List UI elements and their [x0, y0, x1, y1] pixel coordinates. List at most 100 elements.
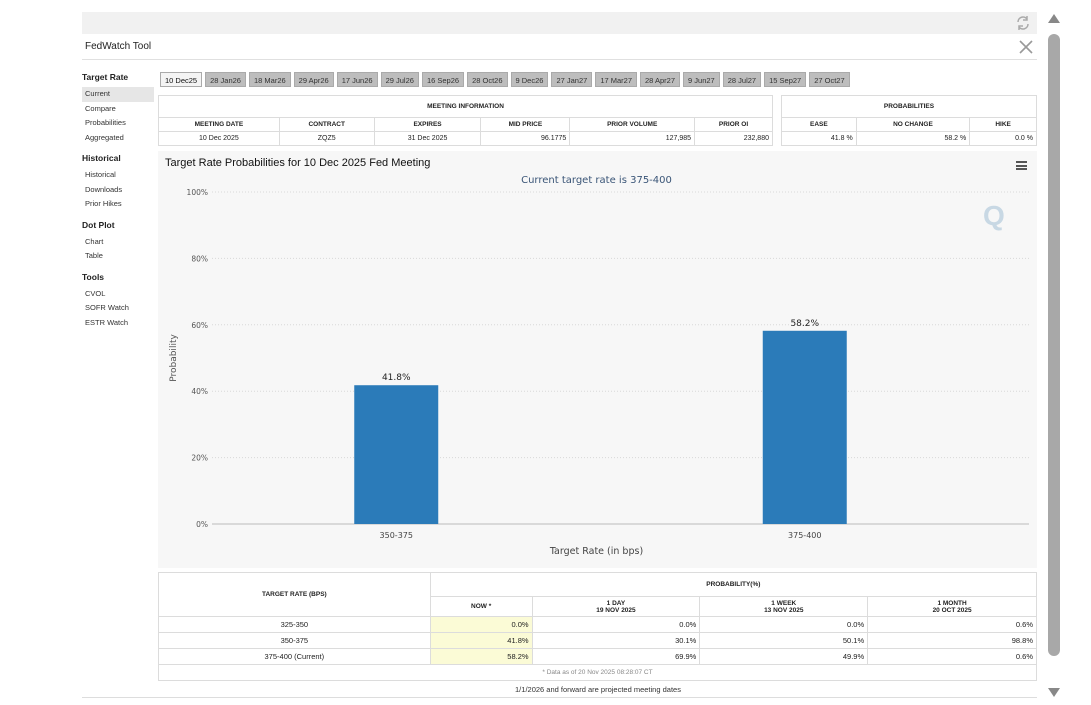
y-tick-label: 40% — [191, 387, 208, 396]
x-axis-label: Target Rate (in bps) — [549, 546, 643, 557]
tab-meeting[interactable]: 15 Sep27 — [764, 72, 807, 87]
tab-meeting[interactable]: 29 Jul26 — [380, 72, 419, 87]
sidebar-heading: Target Rate — [82, 72, 129, 82]
probabilities-group-header: PROBABILITIES — [781, 95, 1037, 118]
y-tick-label: 80% — [191, 254, 208, 263]
y-tick-label: 20% — [191, 454, 208, 463]
week-cell: 0.0% — [699, 616, 869, 633]
sidebar-item-cvol[interactable]: CVOL — [85, 288, 106, 298]
title-bar: FedWatch Tool — [82, 36, 1037, 60]
scrollbar[interactable] — [1046, 12, 1062, 702]
sidebar-item-historical[interactable]: Historical — [85, 170, 116, 179]
tab-meeting[interactable]: 28 Apr27 — [640, 72, 681, 87]
top-toolbar — [82, 12, 1037, 34]
col-header-1-day: 1 DAY 19 NOV 2025 — [531, 596, 701, 617]
now-cell: 41.8% — [429, 632, 533, 649]
chart-panel: Current target rate is 375-400 0% 20% 40% 60… — [158, 151, 1037, 568]
x-social-icon[interactable] — [1019, 40, 1033, 54]
col-header-1-month: 1 MONTH 20 OCT 2025 — [867, 596, 1037, 617]
x-tick-label: 350-375 — [380, 531, 413, 540]
col-header: MID PRICE — [480, 117, 571, 132]
col-header: HIKE — [969, 117, 1037, 132]
sidebar-item-current[interactable]: Current — [82, 87, 154, 102]
sidebar-item-probabilities[interactable]: Probabilities — [85, 118, 126, 127]
scroll-up-arrow-icon[interactable] — [1048, 14, 1060, 23]
table-row: 375-400 (Current) 58.2% 69.9% 49.9% 0.6% — [158, 648, 1037, 665]
sidebar-item-compare[interactable]: Compare — [85, 103, 116, 113]
sidebar-item-sofr-watch[interactable]: SOFR Watch — [85, 303, 129, 312]
hike-value: 0.0 % — [969, 131, 1037, 146]
bar-375-400 — [762, 330, 847, 524]
sidebar-item-estr-watch[interactable]: ESTR Watch — [85, 317, 129, 327]
month-cell: 98.8% — [867, 632, 1037, 649]
sidebar-item-downloads[interactable]: Downloads — [85, 184, 123, 194]
sidebar-item-prior-hikes[interactable]: Prior Hikes — [85, 199, 122, 208]
rate-cell: 375-400 (Current) — [158, 648, 431, 665]
col-header: PRIOR OI — [694, 117, 773, 132]
tab-meeting[interactable]: 17 Jun26 — [336, 72, 378, 87]
sidebar-item-aggregated[interactable]: Aggregated — [85, 132, 124, 142]
tab-meeting[interactable]: 27 Jan27 — [551, 72, 593, 87]
table-row: 325-350 0.0% 0.0% 0.0% 0.6% — [158, 616, 1037, 633]
prior-oi-value: 232,880 — [694, 131, 773, 146]
cme-logo-icon: Q — [983, 200, 1005, 231]
tab-meeting[interactable]: 17 Mar27 — [595, 72, 637, 87]
tab-meeting[interactable]: 29 Apr26 — [293, 72, 334, 87]
target-rate-header: TARGET RATE (BPS) — [158, 572, 431, 617]
table-row: 350-375 41.8% 30.1% 50.1% 98.8% — [158, 632, 1037, 649]
scroll-thumb[interactable] — [1048, 34, 1060, 656]
probability-bar-chart: Current target rate is 375-400 0% 20% 40% 60… — [169, 175, 1029, 557]
scroll-down-arrow-icon[interactable] — [1048, 688, 1060, 697]
tab-meeting[interactable]: 28 Oct26 — [467, 72, 508, 87]
col-header-now: NOW * — [429, 596, 533, 617]
day-cell: 69.9% — [531, 648, 701, 665]
col-header: PRIOR VOLUME — [569, 117, 696, 132]
chart-subtitle: Current target rate is 375-400 — [521, 175, 672, 186]
y-axis-label: Probability — [169, 334, 179, 382]
day-cell: 30.1% — [531, 632, 701, 649]
tab-meeting[interactable]: 18 Mar26 — [248, 72, 291, 87]
tab-meeting[interactable]: 28 Jul27 — [722, 72, 762, 87]
tab-meeting[interactable]: 10 Dec25 — [160, 72, 203, 87]
sidebar-item-chart[interactable]: Chart — [85, 236, 104, 246]
col-header: CONTRACT — [278, 117, 375, 132]
prior-volume-value: 127,985 — [569, 131, 696, 146]
data-timestamp-note: * Data as of 20 Nov 2025 08:28:07 CT — [158, 664, 1037, 681]
col-header: EASE — [781, 117, 857, 132]
sidebar-heading: Dot Plot — [82, 219, 115, 230]
meeting-date-value: 10 Dec 2025 — [158, 131, 280, 146]
data-label: 58.2% — [790, 319, 819, 329]
chart-menu-icon[interactable] — [1016, 161, 1027, 170]
expires-value: 31 Dec 2025 — [373, 131, 482, 146]
ease-value: 41.8 % — [781, 131, 857, 146]
week-cell: 50.1% — [699, 632, 869, 649]
tab-meeting[interactable]: 9 Dec26 — [510, 72, 549, 87]
col-header: EXPIRES — [373, 117, 482, 132]
sidebar-item-table[interactable]: Table — [85, 251, 103, 260]
sidebar: Target Rate Current Compare Probabilitie… — [82, 72, 154, 338]
bar-350-375 — [354, 385, 439, 524]
x-tick-label: 375-400 — [788, 531, 821, 540]
no-change-value: 58.2 % — [855, 131, 971, 146]
tab-meeting[interactable]: 16 Sep26 — [421, 72, 465, 87]
col-header-1-week: 1 WEEK 13 NOV 2025 — [699, 596, 869, 617]
mid-price-value: 96.1775 — [480, 131, 571, 146]
month-cell: 0.6% — [867, 648, 1037, 665]
month-cell: 0.6% — [867, 616, 1037, 633]
day-cell: 0.0% — [531, 616, 701, 633]
footer-divider — [82, 697, 1037, 698]
probability-header: PROBABILITY(%) — [429, 572, 1038, 597]
footer-note: 1/1/2026 and forward are projected meeti… — [515, 685, 681, 694]
refresh-icon[interactable] — [1015, 15, 1031, 31]
meeting-info-group-header: MEETING INFORMATION — [158, 95, 773, 118]
y-tick-label: 60% — [191, 321, 208, 330]
tab-meeting[interactable]: 28 Jan26 — [205, 72, 246, 87]
meeting-information-table: MEETING INFORMATION MEETING DATE CONTRAC… — [158, 95, 773, 146]
tab-meeting[interactable]: 9 Jun27 — [683, 72, 720, 87]
sidebar-heading: Historical — [82, 153, 121, 163]
tab-meeting[interactable]: 27 Oct27 — [809, 72, 850, 87]
now-cell: 58.2% — [429, 648, 533, 665]
now-cell: 0.0% — [429, 616, 533, 633]
data-label: 41.8% — [382, 373, 411, 383]
rate-cell: 325-350 — [158, 616, 431, 633]
